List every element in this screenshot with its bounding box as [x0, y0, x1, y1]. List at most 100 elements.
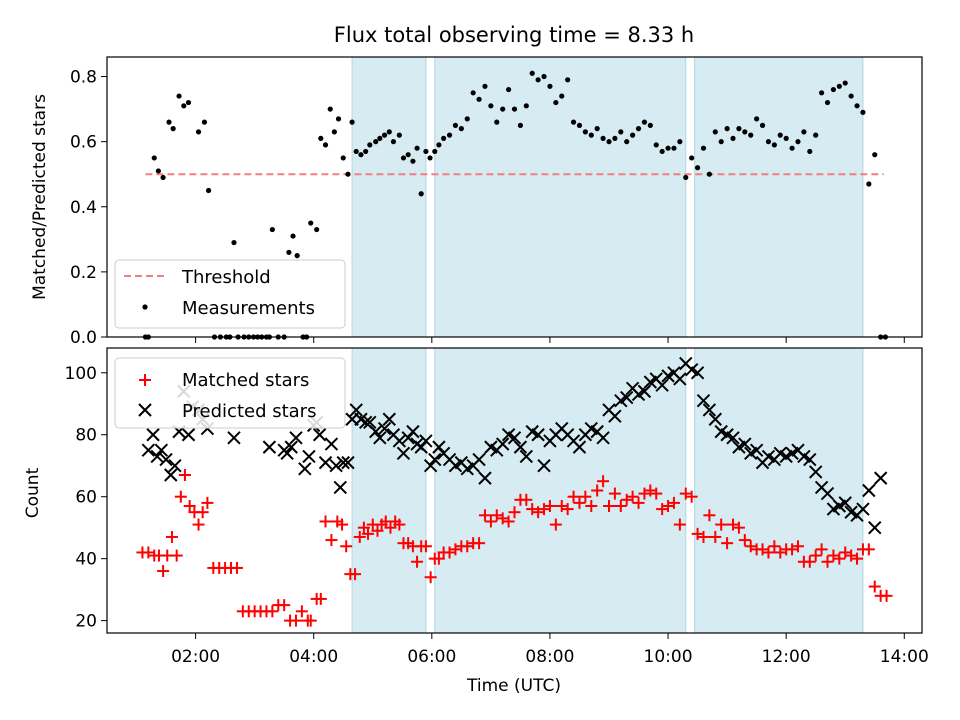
predicted-star-point	[803, 452, 817, 467]
measurement-point	[854, 103, 860, 109]
shaded-span-3	[694, 56, 864, 338]
measurement-point	[565, 77, 571, 83]
measurement-point	[396, 132, 402, 138]
measurement-point	[759, 122, 766, 128]
measurement-point	[170, 126, 176, 132]
matched-star-point	[721, 537, 734, 550]
matched-star-point	[142, 546, 155, 559]
matched-star-point	[561, 503, 574, 516]
top-panel: 0.00.20.40.60.8 Matched/Predicted stars …	[30, 56, 923, 348]
predicted-star-point	[329, 459, 343, 473]
shaded-span-1	[351, 56, 427, 338]
measurement-point	[730, 135, 736, 141]
bottom-y-axis-label: Count	[23, 467, 43, 518]
measurement-point	[308, 220, 314, 226]
matched-star-point	[192, 518, 205, 531]
measurement-point	[358, 152, 364, 158]
matched-star-point	[340, 540, 353, 553]
matched-star-point	[473, 537, 486, 550]
measurement-point	[381, 132, 388, 138]
matched-star-point	[319, 515, 332, 528]
measurement-point	[848, 93, 854, 99]
bottom-axes-frame	[106, 347, 923, 634]
measurement-point	[511, 106, 518, 112]
top-shaded-spans	[351, 56, 864, 338]
measurement-point	[446, 132, 453, 138]
matched-star-point	[862, 543, 875, 556]
matched-stars-series	[136, 469, 893, 627]
measurement-point	[201, 119, 208, 125]
predicted-star-point	[401, 431, 415, 445]
chart-title: Flux total observing time = 8.33 h	[334, 23, 694, 47]
predicted-star-point	[262, 440, 277, 454]
matched-star-point	[424, 571, 437, 584]
predicted-star-point	[868, 520, 882, 535]
shaded-span-3	[694, 347, 864, 634]
predicted-star-point	[312, 428, 327, 442]
matched-star-point	[667, 496, 680, 509]
measurement-point	[641, 119, 648, 125]
matched-star-point	[585, 499, 598, 512]
predicted-star-point	[336, 455, 350, 470]
measurement-point	[414, 145, 420, 151]
measurement-point	[783, 135, 789, 141]
predicted-star-point	[164, 468, 178, 482]
measurement-point	[671, 145, 677, 151]
matched-star-point	[266, 605, 279, 618]
predicted-star-point	[820, 486, 835, 501]
predicted-star-point	[373, 431, 387, 445]
measurement-point	[290, 233, 296, 239]
top-legend: Threshold Measurements	[114, 259, 346, 329]
matched-star-point	[411, 555, 424, 568]
measurement-point	[160, 174, 166, 181]
matched-star-point	[608, 487, 621, 500]
legend-threshold-label: Threshold	[181, 267, 271, 288]
bottom-x-ticks: 02:00 04:00 06:00 08:00 10:00 12:00 14:00	[171, 633, 929, 667]
measurements-series	[142, 70, 888, 340]
measurement-point	[367, 142, 373, 148]
y-tick-label: 60	[75, 488, 97, 508]
measurement-point	[689, 155, 695, 161]
measurement-point	[322, 142, 329, 148]
measurement-point	[765, 139, 772, 145]
matched-star-point	[362, 527, 375, 540]
matched-star-point	[353, 530, 366, 543]
measurement-point	[807, 148, 813, 155]
measurement-point	[700, 145, 707, 151]
x-tick-label: 10:00	[644, 647, 693, 667]
measurement-point	[427, 155, 433, 161]
x-tick-label: 08:00	[525, 647, 574, 667]
predicted-star-point	[478, 471, 492, 485]
matched-star-point	[393, 518, 406, 531]
predicted-star-point	[419, 434, 433, 448]
measurement-point	[594, 126, 600, 132]
predicted-star-point	[333, 480, 347, 495]
measurement-point	[777, 132, 783, 138]
measurement-point	[659, 148, 665, 155]
predicted-star-point	[159, 452, 173, 467]
x-axis-label: Time (UTC)	[466, 676, 561, 696]
matched-star-point	[697, 530, 710, 543]
measurement-point	[373, 139, 379, 145]
measurement-point	[712, 129, 718, 135]
legend-measurements-swatch	[142, 304, 148, 310]
matched-star-point	[478, 509, 491, 522]
top-y-axis-label: Matched/Predicted stars	[30, 94, 50, 300]
measurement-point	[677, 139, 683, 145]
predicted-star-point	[318, 455, 333, 470]
measurement-point	[345, 171, 351, 177]
top-legend-box	[114, 259, 346, 329]
y-tick-label: 0.8	[70, 68, 97, 88]
predicted-star-point	[382, 412, 397, 426]
matched-star-point	[833, 552, 846, 565]
matched-star-point	[673, 518, 686, 531]
matched-star-point	[304, 614, 317, 627]
measurement-point	[748, 132, 754, 138]
matched-star-point	[602, 499, 615, 512]
predicted-star-point	[432, 440, 446, 454]
predicted-star-point	[873, 471, 888, 485]
legend-matched-swatch	[139, 374, 151, 386]
measurement-point	[771, 142, 777, 148]
predicted-star-point	[472, 452, 486, 467]
measurement-point	[789, 145, 795, 151]
